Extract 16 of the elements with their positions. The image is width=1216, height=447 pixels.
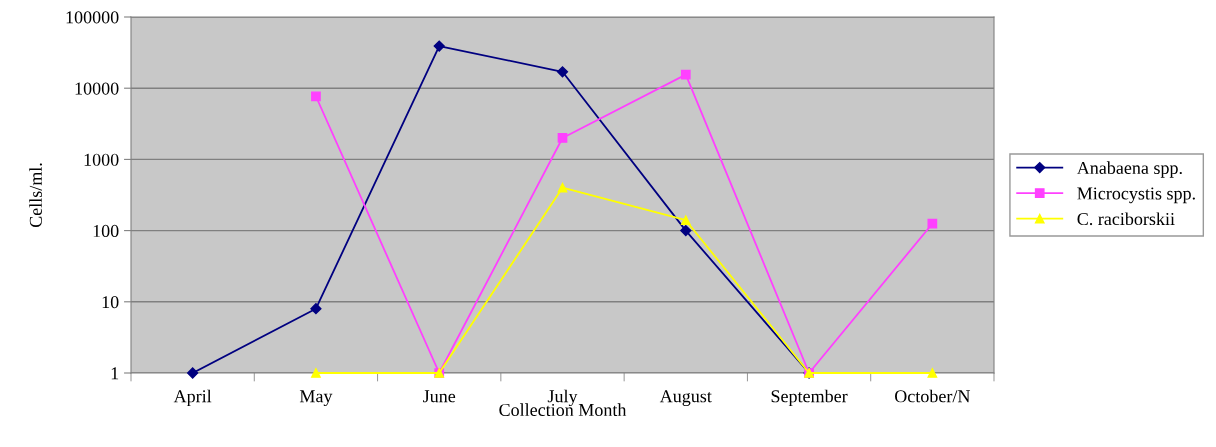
y-axis-title: Cells/ml. [29, 163, 42, 228]
y-tick-label: 100 [93, 224, 119, 238]
x-tick-label: June [423, 390, 456, 403]
y-tick-label: 100000 [66, 11, 119, 24]
x-tick-label: May [299, 390, 333, 407]
y-tick-label: 1000 [84, 153, 119, 166]
x-tick-label: April [173, 389, 212, 407]
legend-label: Microcystis spp. [1077, 187, 1195, 204]
legend-label: C. raciborskii [1077, 212, 1175, 226]
y-tick-label: 1 [111, 367, 119, 380]
y-tick-label: 10000 [75, 82, 119, 95]
x-tick-label: October/N [894, 389, 971, 403]
x-tick-label: August [659, 390, 712, 407]
x-tick-label: September [771, 389, 848, 407]
y-tick-label: 10 [102, 296, 119, 309]
legend-label: Anabaena spp. [1076, 161, 1182, 178]
